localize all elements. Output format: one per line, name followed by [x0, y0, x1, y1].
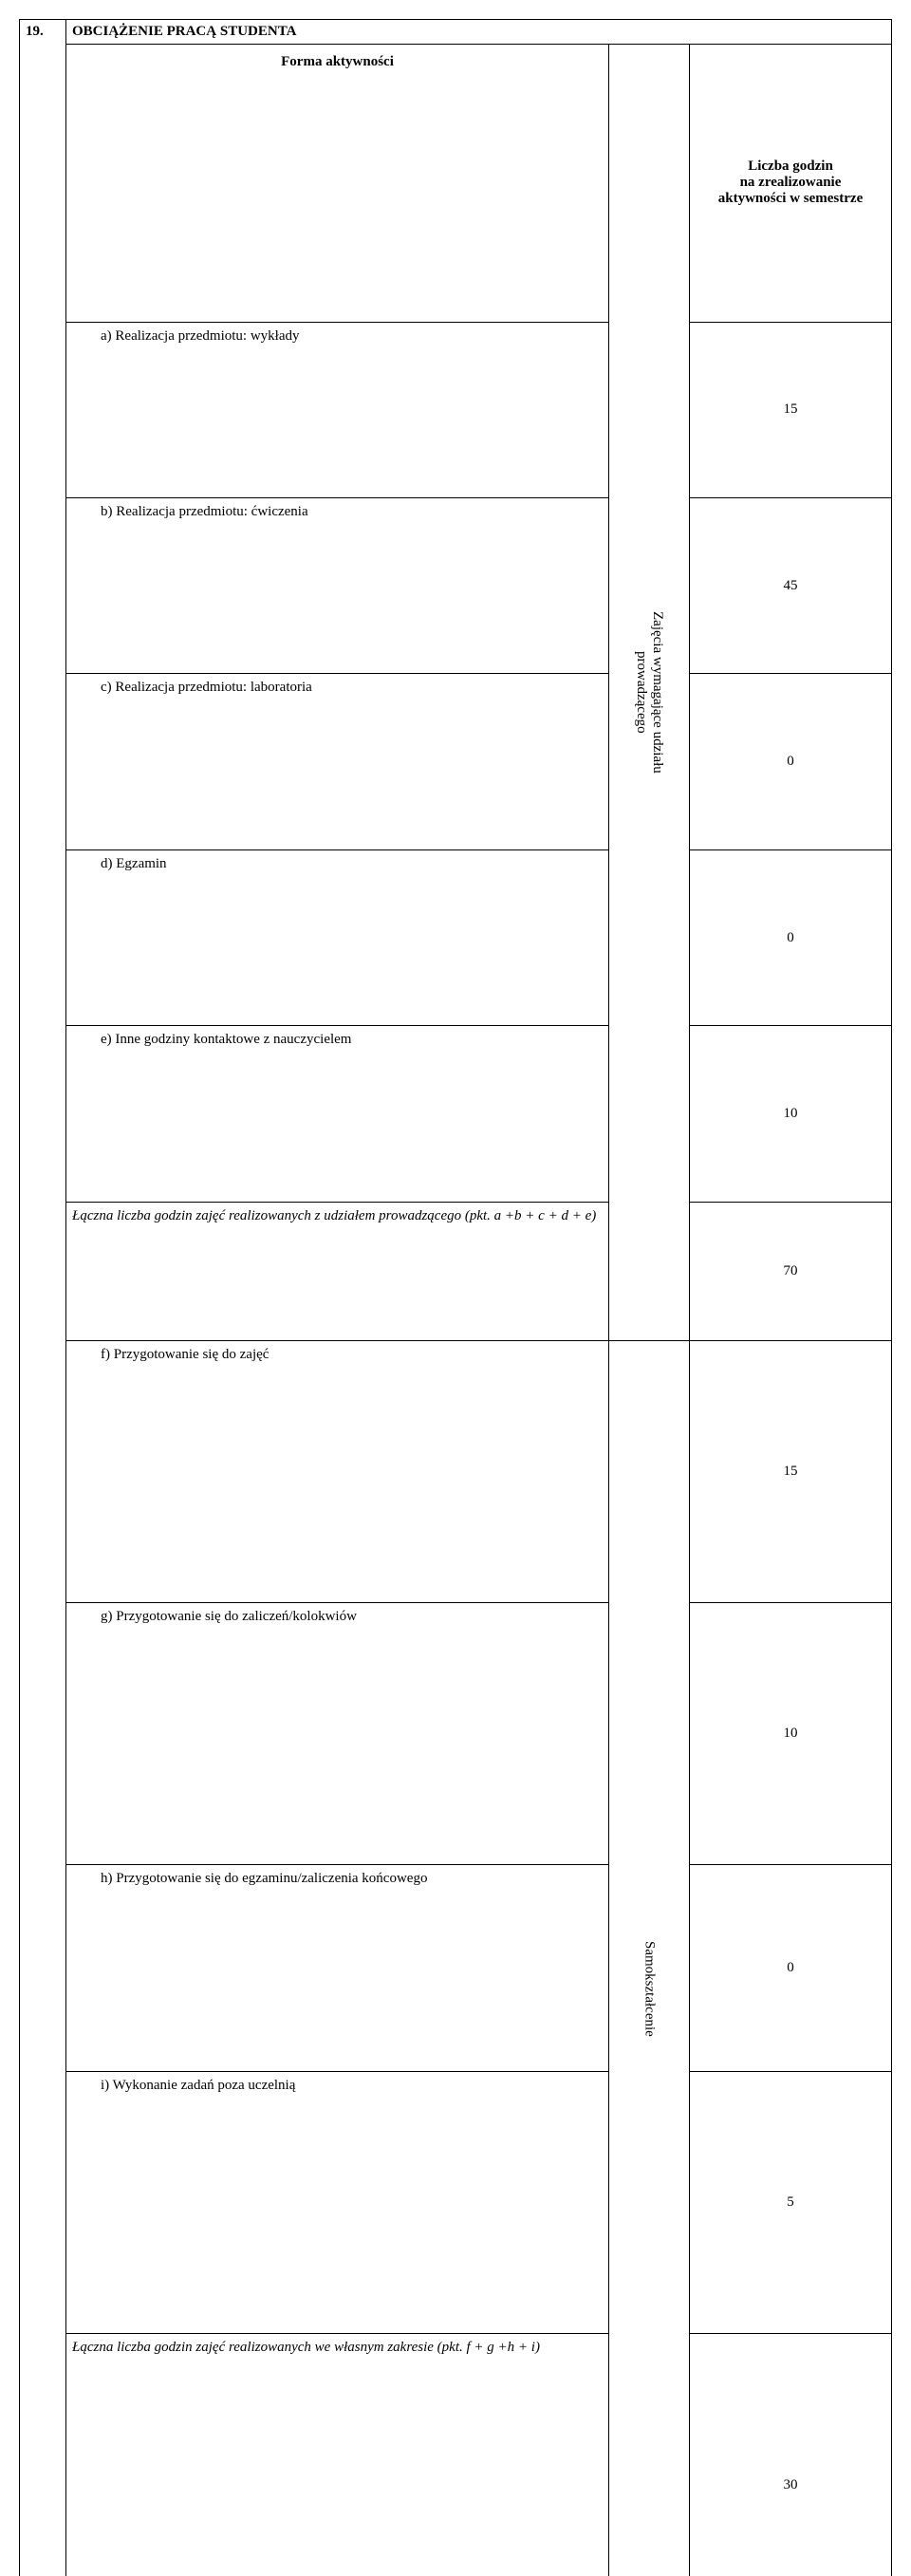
section-19-title: OBCIĄŻENIE PRACĄ STUDENTA: [66, 20, 892, 45]
row-f-val: 15: [690, 1341, 892, 1603]
row-i-val: 5: [690, 2072, 892, 2334]
section-19-num: 19.: [20, 20, 66, 2576]
vertical-label-contact: Zajęcia wymagające udziału prowadzącego: [633, 48, 665, 1336]
row-h-label: h) Przygotowanie się do egzaminu/zalicze…: [66, 1865, 609, 2072]
forma-header: Forma aktywności: [66, 45, 609, 323]
row-h-val: 0: [690, 1865, 892, 2072]
vertical-label-self: Samokształcenie: [641, 1345, 658, 2576]
row-d-label: d) Egzamin: [66, 849, 609, 1025]
liczba-header: Liczba godzin na zrealizowanie aktywnośc…: [690, 45, 892, 323]
row-c-label: c) Realizacja przedmiotu: laboratoria: [66, 674, 609, 849]
row-sum1-label: Łączna liczba godzin zajęć realizowanych…: [66, 1202, 609, 1340]
row-c-val: 0: [690, 674, 892, 849]
row-f-label: f) Przygotowanie się do zajęć: [66, 1341, 609, 1603]
row-sum2-label: Łączna liczba godzin zajęć realizowanych…: [66, 2334, 609, 2576]
row-a-val: 15: [690, 322, 892, 497]
workload-table: 19. OBCIĄŻENIE PRACĄ STUDENTA Forma akty…: [19, 19, 892, 2576]
row-e-val: 10: [690, 1026, 892, 1202]
row-sum2-val: 30: [690, 2334, 892, 2576]
row-g-val: 10: [690, 1603, 892, 1865]
row-b-label: b) Realizacja przedmiotu: ćwiczenia: [66, 498, 609, 674]
row-g-label: g) Przygotowanie się do zaliczeń/kolokwi…: [66, 1603, 609, 1865]
row-e-label: e) Inne godziny kontaktowe z nauczyciele…: [66, 1026, 609, 1202]
row-b-val: 45: [690, 498, 892, 674]
row-sum1-val: 70: [690, 1202, 892, 1340]
row-i-label: i) Wykonanie zadań poza uczelnią: [66, 2072, 609, 2334]
row-a-label: a) Realizacja przedmiotu: wykłady: [66, 322, 609, 497]
row-d-val: 0: [690, 849, 892, 1025]
